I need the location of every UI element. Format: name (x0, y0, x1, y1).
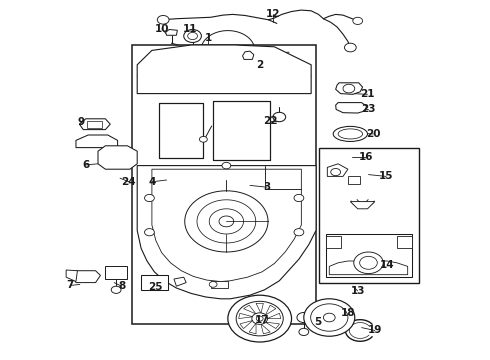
Polygon shape (66, 270, 77, 282)
Polygon shape (240, 320, 253, 329)
Bar (159, 103, 203, 158)
Text: 25: 25 (148, 282, 163, 292)
Polygon shape (265, 305, 276, 315)
Text: 15: 15 (379, 171, 393, 181)
Bar (159, 103, 203, 158)
Text: 7: 7 (66, 280, 74, 291)
Polygon shape (137, 45, 311, 94)
Polygon shape (267, 313, 281, 319)
Circle shape (344, 43, 356, 52)
Bar (141, 275, 168, 290)
Polygon shape (261, 324, 270, 334)
Text: 14: 14 (380, 260, 394, 270)
Polygon shape (265, 322, 279, 329)
Bar (213, 101, 270, 160)
Bar (211, 281, 228, 288)
Circle shape (252, 313, 268, 324)
Bar (132, 45, 316, 324)
Ellipse shape (338, 129, 363, 139)
Text: 8: 8 (118, 281, 125, 291)
Circle shape (294, 194, 304, 202)
Text: 6: 6 (82, 160, 89, 170)
Circle shape (354, 252, 383, 274)
Circle shape (145, 229, 154, 236)
Polygon shape (98, 146, 137, 169)
Polygon shape (249, 323, 256, 334)
Polygon shape (166, 30, 177, 35)
Circle shape (228, 295, 292, 342)
Polygon shape (239, 313, 253, 319)
Polygon shape (397, 236, 412, 248)
Polygon shape (174, 277, 186, 286)
Circle shape (323, 313, 335, 322)
Text: 19: 19 (368, 325, 382, 336)
Circle shape (222, 162, 231, 169)
Polygon shape (336, 83, 363, 94)
Ellipse shape (333, 126, 368, 141)
Circle shape (256, 316, 263, 321)
Circle shape (184, 30, 201, 42)
Text: 13: 13 (350, 286, 365, 296)
Bar (326, 234, 412, 277)
Circle shape (299, 328, 309, 336)
Bar (87, 121, 102, 128)
Text: 2: 2 (256, 60, 263, 70)
Polygon shape (76, 135, 118, 148)
Circle shape (188, 32, 197, 40)
Polygon shape (243, 51, 254, 59)
Bar (213, 101, 270, 160)
Text: 22: 22 (263, 116, 278, 126)
Circle shape (304, 299, 355, 336)
Circle shape (111, 286, 121, 293)
Polygon shape (256, 303, 263, 313)
Polygon shape (137, 166, 316, 299)
Text: 10: 10 (154, 24, 169, 34)
Polygon shape (244, 305, 256, 314)
Circle shape (353, 17, 363, 24)
Bar (105, 266, 127, 279)
Text: 18: 18 (341, 308, 355, 318)
Circle shape (236, 301, 283, 336)
Text: 16: 16 (359, 152, 374, 162)
Polygon shape (336, 103, 367, 113)
Text: 23: 23 (361, 104, 376, 114)
Circle shape (311, 304, 348, 331)
Circle shape (273, 112, 286, 122)
Circle shape (331, 168, 341, 176)
Polygon shape (327, 164, 348, 176)
Polygon shape (348, 176, 360, 184)
Circle shape (360, 256, 377, 269)
Polygon shape (329, 261, 408, 275)
Circle shape (294, 229, 304, 236)
Bar (318, 148, 419, 283)
Circle shape (297, 312, 311, 323)
Circle shape (157, 15, 169, 24)
Text: 24: 24 (122, 177, 136, 187)
Text: 11: 11 (183, 24, 197, 34)
Polygon shape (79, 119, 110, 130)
Circle shape (343, 84, 355, 93)
Text: 20: 20 (366, 129, 381, 139)
Text: 17: 17 (254, 315, 269, 325)
Circle shape (209, 282, 217, 287)
Text: 9: 9 (77, 117, 84, 127)
Circle shape (199, 136, 207, 142)
Text: 21: 21 (360, 89, 375, 99)
Polygon shape (350, 202, 375, 209)
Circle shape (145, 194, 154, 202)
Text: 5: 5 (314, 317, 321, 327)
Text: 12: 12 (266, 9, 281, 19)
Text: 1: 1 (205, 33, 212, 43)
Text: 3: 3 (264, 182, 270, 192)
Polygon shape (73, 271, 100, 283)
Polygon shape (326, 236, 341, 248)
Text: 4: 4 (148, 177, 156, 187)
